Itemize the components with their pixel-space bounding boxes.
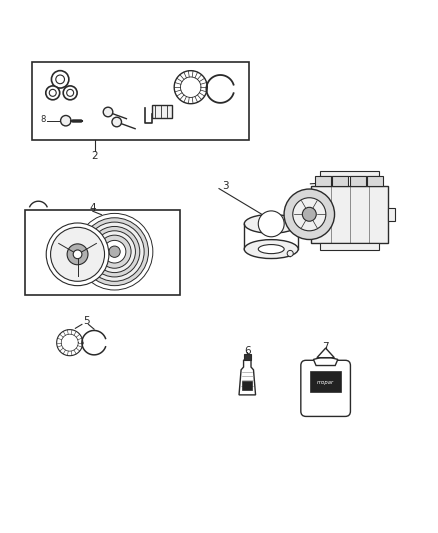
Circle shape — [50, 228, 105, 281]
Text: 2: 2 — [92, 150, 98, 160]
Bar — [350, 176, 366, 186]
Bar — [320, 243, 379, 251]
Circle shape — [109, 246, 120, 257]
Circle shape — [258, 211, 284, 237]
Polygon shape — [317, 348, 334, 358]
Circle shape — [46, 223, 109, 286]
Bar — [388, 208, 396, 221]
Bar — [244, 354, 251, 360]
Circle shape — [73, 250, 82, 259]
Text: 4: 4 — [89, 203, 96, 213]
Circle shape — [46, 86, 60, 100]
Ellipse shape — [244, 240, 298, 259]
Circle shape — [56, 75, 64, 84]
Bar — [25, 210, 180, 295]
Circle shape — [67, 90, 74, 96]
Circle shape — [76, 213, 153, 290]
Polygon shape — [314, 358, 338, 366]
Circle shape — [287, 251, 293, 256]
Bar — [315, 176, 331, 186]
FancyBboxPatch shape — [301, 360, 350, 416]
Circle shape — [51, 71, 69, 88]
Text: 1: 1 — [322, 176, 329, 187]
Bar — [320, 171, 379, 176]
Circle shape — [284, 189, 335, 239]
Ellipse shape — [244, 214, 298, 233]
Circle shape — [60, 116, 71, 126]
Text: 6: 6 — [244, 346, 251, 357]
Text: mopar: mopar — [317, 380, 334, 385]
Polygon shape — [239, 360, 255, 395]
Bar — [367, 176, 383, 186]
Circle shape — [67, 244, 88, 265]
Circle shape — [49, 90, 56, 96]
Ellipse shape — [258, 245, 284, 254]
Text: 5: 5 — [83, 316, 89, 326]
Bar — [311, 186, 388, 243]
Circle shape — [302, 207, 316, 221]
Circle shape — [89, 227, 140, 277]
Circle shape — [85, 222, 144, 281]
Bar — [311, 372, 341, 392]
Text: 7: 7 — [322, 342, 329, 352]
Circle shape — [103, 107, 113, 117]
Bar — [332, 176, 348, 186]
Circle shape — [112, 117, 121, 127]
Text: 8: 8 — [40, 115, 46, 124]
Circle shape — [63, 86, 77, 100]
Circle shape — [103, 240, 126, 263]
Circle shape — [94, 231, 135, 272]
Bar — [32, 62, 250, 140]
Circle shape — [81, 218, 148, 286]
Circle shape — [293, 198, 326, 231]
Text: 3: 3 — [222, 181, 229, 191]
Bar — [242, 381, 252, 390]
Circle shape — [98, 235, 131, 268]
Bar — [152, 104, 173, 118]
